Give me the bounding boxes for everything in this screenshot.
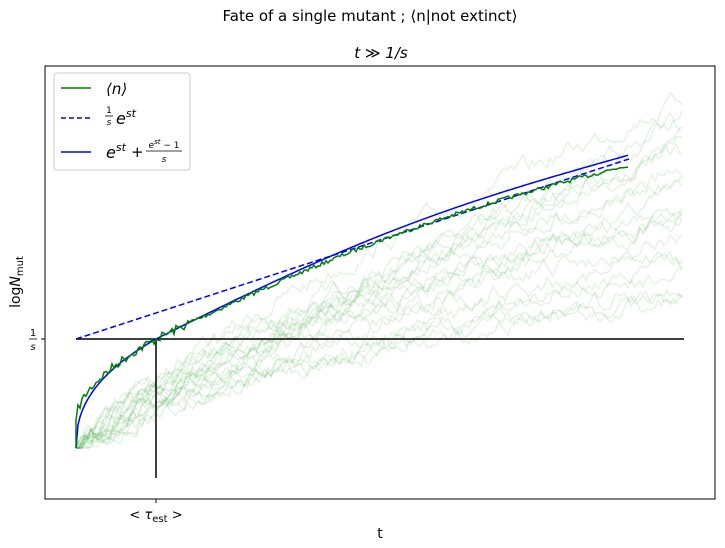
faint-trajectory-line bbox=[75, 110, 683, 449]
faint-trajectory-line bbox=[76, 291, 683, 449]
x-axis-label: t bbox=[377, 526, 383, 542]
svg-text:1: 1 bbox=[30, 328, 36, 339]
svg-text:< τest >: < τest > bbox=[129, 508, 182, 525]
faint-trajectory-line bbox=[76, 234, 683, 449]
faint-trajectory-line bbox=[76, 288, 683, 449]
faint-trajectory-line bbox=[76, 136, 682, 449]
series-line-mean-n bbox=[75, 166, 628, 448]
faint-trajectory-line bbox=[76, 210, 683, 449]
legend-box bbox=[53, 72, 191, 171]
svg-text:1: 1 bbox=[106, 106, 112, 116]
chart-title: Fate of a single mutant ; ⟨n|not extinct… bbox=[223, 7, 518, 25]
svg-text:s: s bbox=[162, 155, 167, 165]
svg-text:+: + bbox=[131, 143, 144, 161]
chart-subtitle: t ≫ 1/s bbox=[354, 44, 408, 62]
faint-trajectory-line bbox=[76, 250, 683, 449]
x-tick-label: < τest > bbox=[129, 508, 182, 525]
faint-trajectory-line bbox=[76, 250, 683, 449]
y-tick-label: 1 s bbox=[29, 328, 37, 353]
faint-trajectory-line bbox=[75, 212, 683, 449]
faint-trajectory-line bbox=[75, 290, 683, 449]
faint-trajectory-line bbox=[76, 126, 683, 449]
faint-trajectory-line bbox=[75, 167, 683, 449]
faint-trajectory-line bbox=[75, 111, 683, 449]
faint-trajectory-line bbox=[76, 265, 683, 449]
faint-trajectory-line bbox=[76, 174, 683, 449]
faint-trajectory-line bbox=[75, 180, 683, 449]
svg-text:s: s bbox=[107, 118, 112, 128]
faint-trajectory-line bbox=[76, 142, 683, 449]
svg-text:logNmut: logNmut bbox=[8, 256, 26, 308]
faint-trajectory-line bbox=[75, 207, 683, 449]
y-axis-label: logNmut bbox=[8, 256, 26, 308]
legend: ⟨n⟩ 1 s est est + est − 1 s bbox=[53, 72, 191, 171]
faint-trajectories bbox=[75, 91, 683, 449]
faint-trajectory-line bbox=[75, 213, 683, 449]
legend-label-mean-n: ⟨n⟩ bbox=[106, 80, 127, 98]
svg-text:s: s bbox=[30, 342, 35, 353]
